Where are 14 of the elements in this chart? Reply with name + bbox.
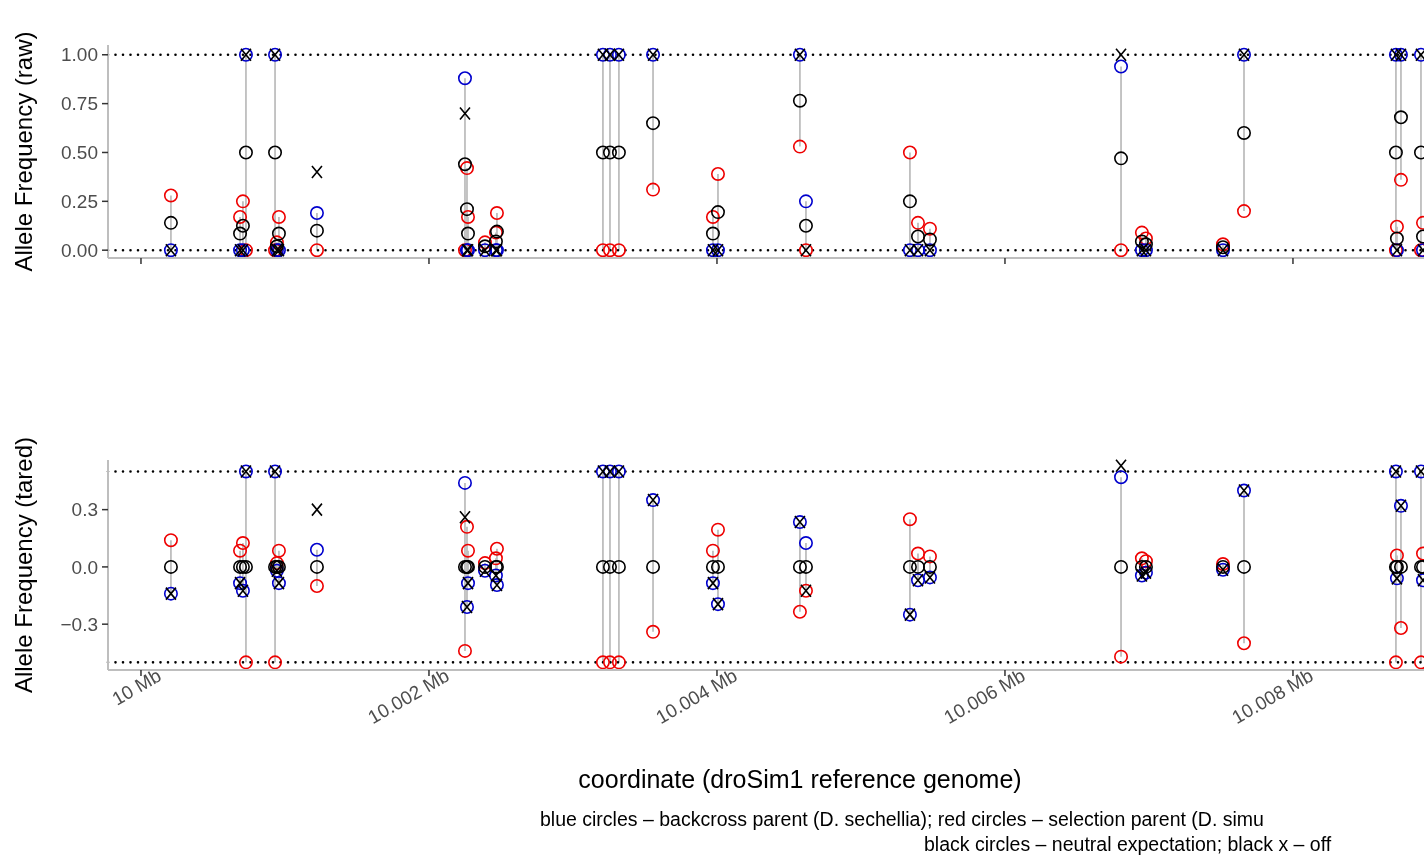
y-tick-label: 0.25	[61, 190, 98, 212]
x-tick-label: 10 Mb	[108, 664, 165, 710]
y-tick-label: 1.00	[61, 44, 98, 66]
y-axis-title: Allele Frequency (tared)	[10, 436, 37, 694]
y-tick-label: −0.3	[60, 613, 98, 635]
text: black circles – neutral expectation; black x – off	[924, 833, 1332, 855]
y-tick-label: 0.0	[71, 556, 98, 578]
x-axis-title: coordinate (droSim1 reference genome)	[578, 765, 1022, 793]
y-axis-title: Allele Frequency (raw)	[10, 31, 37, 272]
text: blue circles – backcross parent (D. sechellia); red circles – selection parent (D. simu	[540, 808, 1264, 830]
y-tick-label: 0.75	[61, 93, 98, 115]
y-tick-label: 0.00	[61, 239, 98, 261]
y-tick-label: 0.50	[61, 142, 98, 164]
y-tick-label: 0.3	[71, 499, 98, 521]
